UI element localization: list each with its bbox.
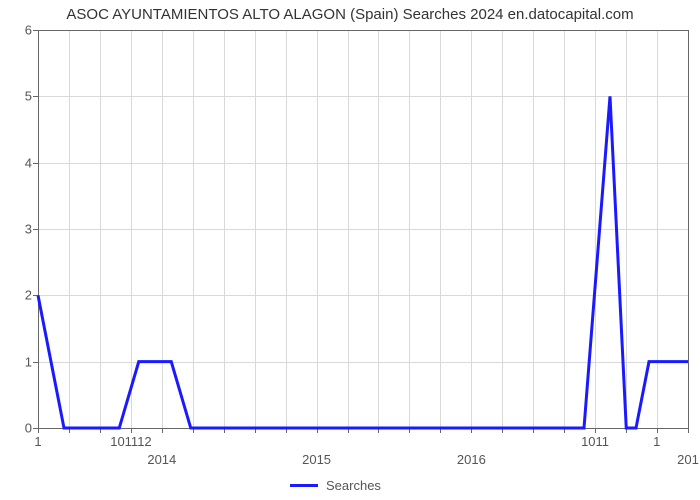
chart-container: ASOC AYUNTAMIENTOS ALTO ALAGON (Spain) S… — [0, 0, 700, 500]
series-line — [0, 0, 700, 500]
